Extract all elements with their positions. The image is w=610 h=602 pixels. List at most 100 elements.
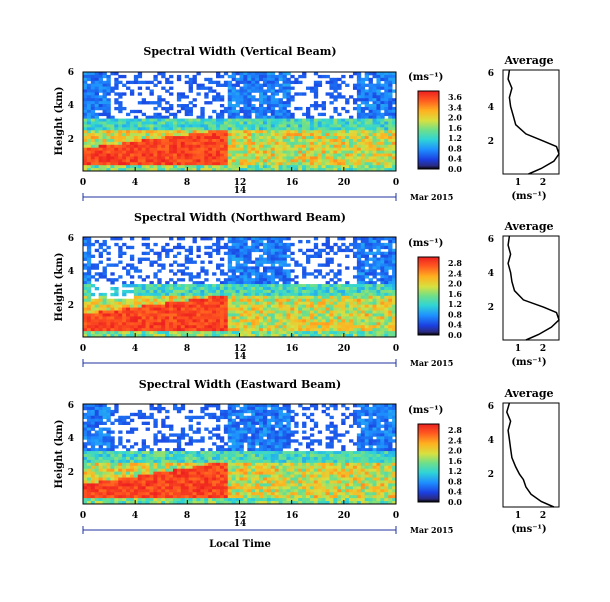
heatmap-cell: [228, 107, 232, 110]
heatmap-cell: [333, 293, 337, 296]
heatmap-cell: [373, 130, 377, 133]
heatmap-cell: [169, 165, 173, 168]
heatmap-cell: [99, 457, 103, 460]
heatmap-cell: [275, 266, 279, 269]
heatmap-cell: [130, 89, 134, 92]
heatmap-cell: [103, 322, 107, 325]
heatmap-cell: [240, 237, 244, 240]
heatmap-cell: [232, 299, 236, 302]
heatmap-cell: [283, 255, 287, 258]
heatmap-cell: [106, 246, 110, 249]
heatmap-cell: [185, 95, 189, 98]
heatmap-cell: [142, 325, 146, 328]
heatmap-cell: [177, 448, 181, 451]
heatmap-cell: [369, 165, 373, 168]
heatmap-cell: [165, 322, 169, 325]
heatmap-cell: [388, 246, 392, 249]
heatmap-cell: [240, 252, 244, 255]
heatmap-cell: [298, 325, 302, 328]
heatmap-cell: [271, 269, 275, 272]
heatmap-cell: [189, 78, 193, 81]
heatmap-cell: [380, 113, 384, 116]
heatmap-cell: [91, 308, 95, 311]
heatmap-cell: [87, 98, 91, 101]
heatmap-cell: [251, 89, 255, 92]
heatmap-cell: [263, 316, 267, 319]
heatmap-cell: [150, 325, 154, 328]
heatmap-cell: [165, 472, 169, 475]
heatmap-cell: [310, 316, 314, 319]
heatmap-cell: [169, 331, 173, 334]
heatmap-cell: [83, 165, 87, 168]
heatmap-cell: [87, 133, 91, 136]
heatmap-cell: [169, 142, 173, 145]
heatmap-cell: [240, 122, 244, 125]
heatmap-cell: [87, 255, 91, 258]
heatmap-cell: [138, 454, 142, 457]
heatmap-cell: [177, 104, 181, 107]
heatmap-cell: [384, 278, 388, 281]
heatmap-cell: [361, 269, 365, 272]
heatmap-cell: [169, 290, 173, 293]
heatmap-cell: [212, 305, 216, 308]
heatmap-cell: [298, 299, 302, 302]
heatmap-cell: [318, 124, 322, 127]
heatmap-cell: [263, 124, 267, 127]
heatmap-cell: [106, 445, 110, 448]
heatmap-cell: [267, 237, 271, 240]
heatmap-cell: [283, 249, 287, 252]
heatmap-cell: [220, 124, 224, 127]
heatmap-cell: [177, 498, 181, 501]
heatmap-cell: [349, 313, 353, 316]
heatmap-cell: [83, 302, 87, 305]
heatmap-cell: [373, 75, 377, 78]
heatmap-cell: [365, 154, 369, 157]
heatmap-cell: [177, 159, 181, 162]
heatmap-cell: [353, 290, 357, 293]
heatmap-cell: [337, 246, 341, 249]
heatmap-cell: [200, 302, 204, 305]
heatmap-cell: [177, 154, 181, 157]
heatmap-cell: [126, 305, 130, 308]
heatmap-cell: [329, 78, 333, 81]
heatmap-cell: [196, 275, 200, 278]
heatmap-cell: [83, 325, 87, 328]
heatmap-cell: [263, 266, 267, 269]
heatmap-cell: [243, 156, 247, 159]
heatmap-cell: [118, 492, 122, 495]
heatmap-cell: [314, 305, 318, 308]
heatmap-cell: [83, 480, 87, 483]
heatmap-cell: [263, 145, 267, 148]
heatmap-cell: [247, 255, 251, 258]
heatmap-cell: [255, 269, 259, 272]
heatmap-cell: [150, 296, 154, 299]
heatmap-cell: [208, 290, 212, 293]
heatmap-cell: [388, 266, 392, 269]
heatmap-cell: [255, 133, 259, 136]
heatmap-cell: [126, 148, 130, 151]
heatmap-cell: [361, 293, 365, 296]
heatmap-cell: [263, 305, 267, 308]
heatmap-cell: [142, 489, 146, 492]
heatmap-cell: [310, 255, 314, 258]
heatmap-cell: [208, 261, 212, 264]
heatmap-cell: [114, 486, 118, 489]
heatmap-cell: [189, 124, 193, 127]
heatmap-cell: [384, 299, 388, 302]
heatmap-cell: [259, 278, 263, 281]
heatmap-cell: [353, 316, 357, 319]
heatmap-cell: [99, 156, 103, 159]
heatmap-cell: [196, 290, 200, 293]
heatmap-cell: [193, 319, 197, 322]
heatmap-cell: [157, 255, 161, 258]
heatmap-cell: [326, 302, 330, 305]
heatmap-cell: [142, 278, 146, 281]
heatmap-cell: [243, 113, 247, 116]
heatmap-cell: [173, 136, 177, 139]
heatmap-cell: [134, 454, 138, 457]
heatmap-cell: [110, 457, 114, 460]
heatmap-cell: [251, 110, 255, 113]
heatmap-cell: [114, 302, 118, 305]
heatmap-cell: [361, 261, 365, 264]
heatmap-cell: [361, 284, 365, 287]
